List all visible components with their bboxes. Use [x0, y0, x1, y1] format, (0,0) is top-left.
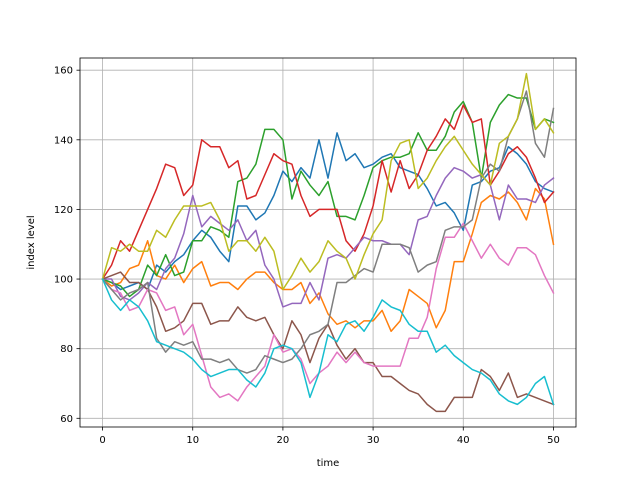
series-line-3 — [101, 93, 555, 298]
series-line-1 — [101, 132, 555, 291]
series-line-2 — [101, 187, 555, 333]
x-tick-label: 40 — [457, 435, 470, 446]
x-tick-label: 20 — [277, 435, 290, 446]
y-tick-label: 80 — [60, 344, 73, 355]
series-line-9 — [101, 72, 555, 291]
x-axis-label: time — [317, 458, 340, 469]
plot-frame — [79, 57, 577, 428]
y-tick-label: 60 — [60, 414, 73, 425]
y-axis-label: index level — [26, 215, 37, 269]
y-tick-label: 140 — [54, 135, 73, 146]
y-tick-label: 100 — [54, 275, 73, 286]
series-line-7 — [101, 222, 555, 402]
series-line-4 — [101, 104, 555, 281]
series-line-5 — [101, 166, 555, 308]
x-tick-label: 0 — [99, 435, 105, 446]
x-tick-label: 50 — [547, 435, 560, 446]
x-tick-label: 10 — [186, 435, 199, 446]
y-tick-label: 160 — [54, 66, 73, 77]
series-line-8 — [101, 90, 555, 374]
series-layer — [101, 72, 555, 413]
y-tick-label: 120 — [54, 205, 73, 216]
series-line-10 — [101, 278, 555, 406]
axis-ticks: 0 10 20 30 40 50 60 80 100 120 140 160 — [54, 66, 560, 446]
x-tick-label: 30 — [367, 435, 380, 446]
